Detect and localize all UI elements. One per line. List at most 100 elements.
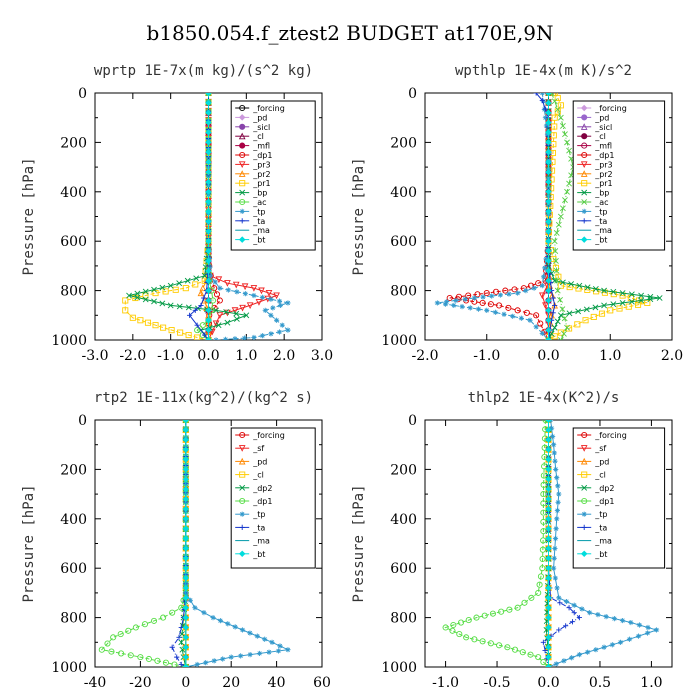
data-point-tp xyxy=(492,309,498,315)
data-point-ac xyxy=(557,337,564,340)
legend-marker xyxy=(238,114,246,121)
data-point-bp xyxy=(151,298,157,305)
x-tick-label: -0.5 xyxy=(484,675,511,691)
data-point-dp1 xyxy=(465,617,472,624)
data-point-pr1 xyxy=(551,333,558,340)
data-point-tp xyxy=(266,649,272,655)
data-point-tp xyxy=(628,619,634,626)
data-point-bt xyxy=(545,178,552,186)
legend-marker xyxy=(581,114,588,121)
data-point-bp xyxy=(167,282,174,289)
y-tick-label: 400 xyxy=(60,512,87,528)
data-point-ta xyxy=(539,97,545,104)
data-point-bt xyxy=(205,93,212,97)
data-point-bt xyxy=(205,297,212,304)
data-point-ta xyxy=(566,605,572,611)
data-point-ta xyxy=(174,654,180,660)
data-point-tp xyxy=(259,333,266,339)
data-point-bp xyxy=(619,300,626,306)
data-point-ta xyxy=(550,310,556,316)
data-point-bt xyxy=(182,426,190,434)
data-point-bt xyxy=(182,515,190,523)
data-point-dp1 xyxy=(150,617,158,624)
data-point-bt xyxy=(182,644,190,651)
legend-label: _ta xyxy=(252,217,265,226)
data-point-pr1 xyxy=(598,310,606,317)
x-tick-label: 40 xyxy=(268,675,286,691)
legend-marker xyxy=(581,431,588,439)
data-point-bp xyxy=(575,308,582,315)
data-point-tp xyxy=(556,595,562,601)
legend-label: _cl xyxy=(252,471,264,480)
data-point-bt xyxy=(545,614,552,621)
data-point-tp xyxy=(556,491,562,497)
data-point-bp xyxy=(233,310,240,317)
data-point-dp1 xyxy=(514,307,521,314)
series-line-ta xyxy=(535,93,556,340)
data-point-pr1 xyxy=(122,297,129,304)
legend-box xyxy=(572,427,666,569)
data-point-bt xyxy=(545,228,552,235)
data-point-tp xyxy=(451,302,457,309)
legend-marker xyxy=(581,524,587,530)
data-point-tp xyxy=(279,322,285,328)
chart-panel-1: wprtp 1E-7x(m kg)/(s^2 kg) Pressure [hPa]… xyxy=(21,63,333,364)
x-tick-label: -20 xyxy=(129,675,152,691)
data-point-dp1 xyxy=(465,292,472,299)
data-point-dp1 xyxy=(171,661,178,667)
data-point-bt xyxy=(545,297,552,304)
data-point-dp1 xyxy=(463,634,470,641)
data-point-bt xyxy=(182,555,190,562)
data-point-tp xyxy=(555,483,561,489)
data-point-bp xyxy=(566,310,573,317)
x-tick-label: 1.0 xyxy=(640,675,662,691)
data-point-tp xyxy=(484,307,490,313)
data-point-pr1 xyxy=(144,319,152,326)
data-point-tp xyxy=(276,298,283,304)
legend-label: _sicl xyxy=(594,123,612,132)
x-tick-label: 0 xyxy=(181,675,190,691)
y-tick-label: 800 xyxy=(390,284,417,300)
legend-marker xyxy=(238,236,246,243)
data-point-tp xyxy=(611,615,617,622)
data-point-ta xyxy=(202,332,208,338)
legend-marker xyxy=(581,133,588,140)
legend-label: _forcing xyxy=(594,431,627,440)
y-tick-label: 1000 xyxy=(381,333,417,349)
data-point-tp xyxy=(213,337,219,340)
data-point-bt xyxy=(545,287,552,294)
data-point-dp1 xyxy=(502,287,509,294)
series-line-pr1 xyxy=(124,93,209,340)
legend-marker xyxy=(581,151,588,159)
data-point-tp xyxy=(277,302,283,309)
data-point-dp1 xyxy=(539,546,546,553)
legend-box xyxy=(230,100,316,251)
data-point-ta xyxy=(556,627,562,633)
data-point-tp xyxy=(620,617,626,624)
data-point-bt xyxy=(205,158,212,166)
series-line-tp xyxy=(208,93,290,340)
y-tick-label: 200 xyxy=(390,135,417,151)
data-point-dp1 xyxy=(483,290,490,297)
data-point-tp xyxy=(256,650,263,657)
data-point-pr3 xyxy=(258,287,265,295)
data-point-dp1 xyxy=(118,650,125,657)
data-point-pr1 xyxy=(590,313,597,320)
series-line-bp xyxy=(128,93,249,340)
legend-marker xyxy=(580,123,588,130)
legend-label: _sf xyxy=(252,444,264,453)
data-point-bt xyxy=(205,336,212,340)
data-point-bt xyxy=(182,446,190,453)
data-point-bt xyxy=(182,614,190,621)
data-point-tp xyxy=(571,602,577,608)
data-point-bt xyxy=(545,634,552,641)
x-tick-label: 1.0 xyxy=(599,348,621,364)
legend-marker xyxy=(239,123,246,130)
legend-marker xyxy=(581,180,588,187)
data-point-bt xyxy=(205,257,212,265)
data-point-dp1 xyxy=(504,644,511,651)
data-point-bt xyxy=(182,545,190,552)
data-point-bp xyxy=(647,293,654,300)
legend-marker xyxy=(580,236,588,243)
data-point-tp xyxy=(551,450,557,456)
